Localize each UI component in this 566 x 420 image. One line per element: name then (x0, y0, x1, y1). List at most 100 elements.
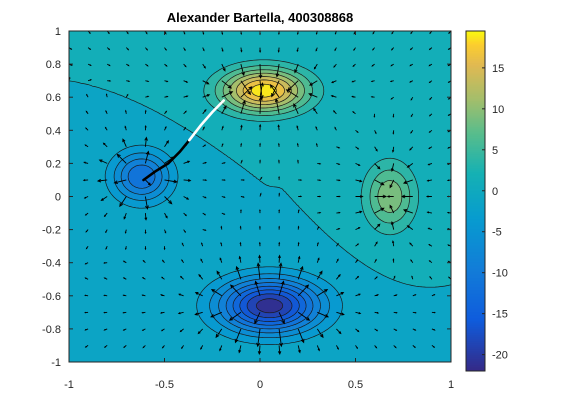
gradient-arrow (336, 211, 341, 214)
contour-line (256, 298, 284, 314)
gradient-arrow (183, 212, 187, 217)
gradient-arrow (410, 259, 414, 263)
gradient-arrow (428, 243, 433, 247)
gradient-arrow (240, 361, 241, 362)
gradient-arrow (254, 312, 261, 325)
gradient-arrow (389, 80, 394, 83)
gradient-arrow (297, 159, 299, 164)
gradient-arrow (220, 225, 223, 230)
gradient-arrow (309, 80, 318, 86)
gradient-arrow (425, 195, 432, 198)
gradient-arrow (409, 63, 414, 67)
gradient-arrow (374, 146, 378, 152)
gradient-arrow (431, 311, 436, 314)
gradient-arrow (392, 130, 395, 135)
gradient-arrow (122, 277, 127, 280)
gradient-arrow (298, 361, 299, 362)
gradient-arrow (370, 80, 375, 83)
gradient-arrow (183, 110, 187, 115)
gradient-arrow (144, 246, 147, 251)
gradient-arrow (202, 63, 206, 69)
gradient-arrow (256, 262, 261, 280)
gradient-arrow (373, 113, 376, 118)
gradient-arrow (201, 242, 204, 247)
gradient-arrow (229, 284, 242, 297)
gradient-arrow (332, 110, 337, 115)
gradient-arrow (84, 277, 89, 280)
gradient-arrow (392, 258, 395, 263)
gradient-arrow (235, 265, 242, 280)
gradient-arrow (141, 294, 146, 297)
gradient-arrow (144, 196, 149, 210)
gradient-arrow (279, 361, 280, 362)
gradient-arrow (202, 144, 207, 148)
gradient-arrow (240, 47, 243, 53)
gradient-arrow (271, 80, 280, 98)
gradient-arrow (164, 125, 167, 131)
gradient-arrow (427, 162, 433, 166)
gradient-arrow (240, 99, 246, 114)
gradient-arrow (374, 345, 378, 349)
contour-line (232, 285, 307, 326)
gradient-arrow (426, 211, 432, 214)
gradient-arrow (103, 277, 108, 280)
gradient-arrow (240, 142, 243, 147)
gradient-arrow (142, 259, 146, 264)
gradient-arrow (374, 163, 381, 170)
gradient-arrow (259, 209, 261, 214)
gradient-arrow (298, 179, 303, 181)
contour-line (69, 80, 451, 288)
gradient-arrow (183, 95, 189, 98)
gradient-arrow (393, 294, 398, 297)
gradient-arrow (298, 195, 303, 198)
gradient-arrow (355, 179, 363, 183)
gradient-arrow (259, 361, 260, 362)
gradient-arrow (181, 259, 184, 263)
gradient-arrow (374, 294, 380, 297)
gradient-arrow (402, 209, 413, 214)
gradient-arrow (371, 63, 375, 67)
gradient-arrow (105, 246, 108, 250)
gradient-arrow (84, 212, 89, 216)
gradient-arrow (258, 254, 262, 263)
gradient-arrow (406, 163, 414, 168)
gradient-arrow (355, 311, 362, 315)
x-tick-label: -1 (64, 379, 74, 391)
gradient-arrow (240, 63, 245, 77)
gradient-arrow (240, 179, 245, 181)
gradient-arrow (161, 259, 165, 263)
colorbar-tick-label: -10 (492, 268, 508, 280)
gradient-arrow (390, 63, 394, 67)
gradient-arrow (355, 293, 361, 297)
gradient-arrow (103, 262, 108, 264)
gradient-arrow (355, 194, 364, 199)
gradient-arrow (297, 345, 301, 354)
gradient-arrow (202, 94, 211, 98)
gradient-arrow (141, 277, 146, 280)
contour-line (250, 83, 277, 98)
colorbar-ticks: 15 10 5 0 -5 -10 -15 -20 (482, 63, 508, 362)
gradient-arrow (431, 328, 436, 331)
gradient-arrow (275, 64, 280, 78)
gradient-arrow (202, 161, 208, 164)
gradient-arrow (96, 178, 108, 183)
gradient-arrow (333, 63, 337, 68)
y-axis: 1 0.8 0.6 0.4 0.2 0 -0.2 -0.4 -0.6 -0.8 -1 (42, 26, 451, 369)
x-axis: -1 -0.5 0 0.5 1 (64, 31, 454, 391)
gradient-arrow (164, 80, 169, 83)
gradient-arrow (106, 47, 111, 51)
gradient-arrow (409, 242, 414, 247)
gradient-arrow (355, 227, 361, 231)
gradient-arrow (87, 63, 92, 66)
gradient-arrow (144, 136, 148, 147)
gradient-arrow (317, 211, 322, 214)
gradient-arrow (164, 47, 167, 51)
gradient-arrow (240, 159, 243, 164)
gradient-arrow (238, 345, 242, 354)
gradient-arrow (278, 262, 283, 280)
gradient-arrow (278, 254, 281, 263)
gradient-arrow (86, 93, 89, 98)
gradient-arrow (393, 345, 397, 349)
gradient-arrow (374, 223, 381, 230)
